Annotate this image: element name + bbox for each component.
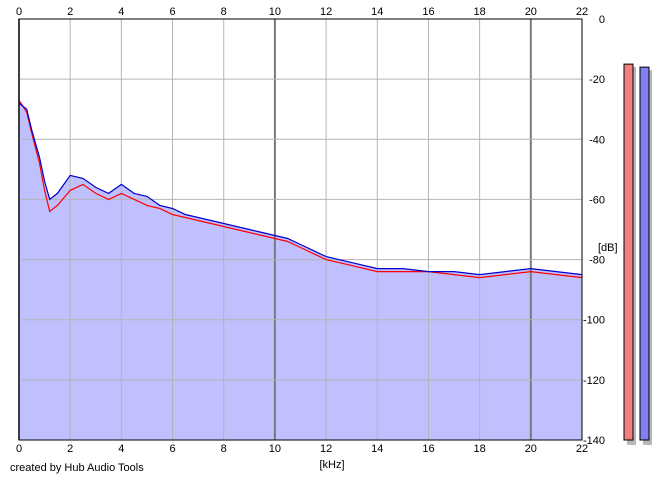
spectrum-fill <box>19 100 582 440</box>
y-tick-label: -80 <box>589 255 605 267</box>
level-meters <box>623 63 652 445</box>
x-tick-label-top: 6 <box>169 6 175 18</box>
y-tick-label: 0 <box>599 14 605 26</box>
x-tick-label-bottom: 18 <box>474 443 486 455</box>
x-tick-label-bottom: 16 <box>422 443 434 455</box>
x-tick-label-top: 20 <box>525 6 537 18</box>
x-tick-label-top: 10 <box>269 6 281 18</box>
x-tick-label-bottom: 2 <box>67 443 73 455</box>
credit-text: created by Hub Audio Tools <box>10 462 144 474</box>
y-axis-label: [dB] <box>598 242 618 254</box>
x-axis-label: [kHz] <box>319 459 344 471</box>
series-line-1 <box>18 99 583 279</box>
x-tick-label-bottom: 14 <box>371 443 383 455</box>
x-tick-label-top: 2 <box>67 6 73 18</box>
y-tick-label: -60 <box>589 194 605 206</box>
x-tick-label-top: 16 <box>422 6 434 18</box>
x-tick-label-bottom: 4 <box>118 443 124 455</box>
x-tick-label-bottom: 22 <box>576 443 588 455</box>
y-tick-label: -40 <box>589 134 605 146</box>
x-tick-label-top: 12 <box>320 6 332 18</box>
x-tick-label-bottom: 12 <box>320 443 332 455</box>
y-tick-label: -20 <box>589 74 605 86</box>
x-tick-label-top: 8 <box>221 6 227 18</box>
x-tick-label-top: 18 <box>474 6 486 18</box>
x-tick-label-bottom: 10 <box>269 443 281 455</box>
x-tick-label-bottom: 0 <box>16 443 22 455</box>
y-tick-labels: 0 -20 -40 -60 -80 -100 -120 -140 <box>583 14 605 447</box>
x-tick-labels-bottom: 0 2 4 6 8 10 12 14 16 18 20 22 <box>16 443 588 455</box>
series-lines <box>18 99 583 279</box>
level-meter-1 <box>623 63 634 441</box>
spectrum-fill-area <box>19 100 582 440</box>
x-tick-label-top: 14 <box>371 6 383 18</box>
x-tick-label-top: 22 <box>576 6 588 18</box>
series-line-2 <box>18 102 583 276</box>
x-tick-label-bottom: 8 <box>221 443 227 455</box>
y-tick-label: -140 <box>583 435 605 447</box>
plot-frame <box>18 18 583 441</box>
y-tick-label: -120 <box>583 375 605 387</box>
grid <box>18 18 583 441</box>
x-tick-label-top: 4 <box>118 6 124 18</box>
x-tick-label-bottom: 6 <box>169 443 175 455</box>
x-tick-label-top: 0 <box>16 6 22 18</box>
y-tick-label: -100 <box>583 315 605 327</box>
x-tick-labels-top: 0 2 4 6 8 10 12 14 16 18 20 22 <box>16 6 588 18</box>
x-tick-label-bottom: 20 <box>525 443 537 455</box>
level-meter-2 <box>639 66 650 441</box>
